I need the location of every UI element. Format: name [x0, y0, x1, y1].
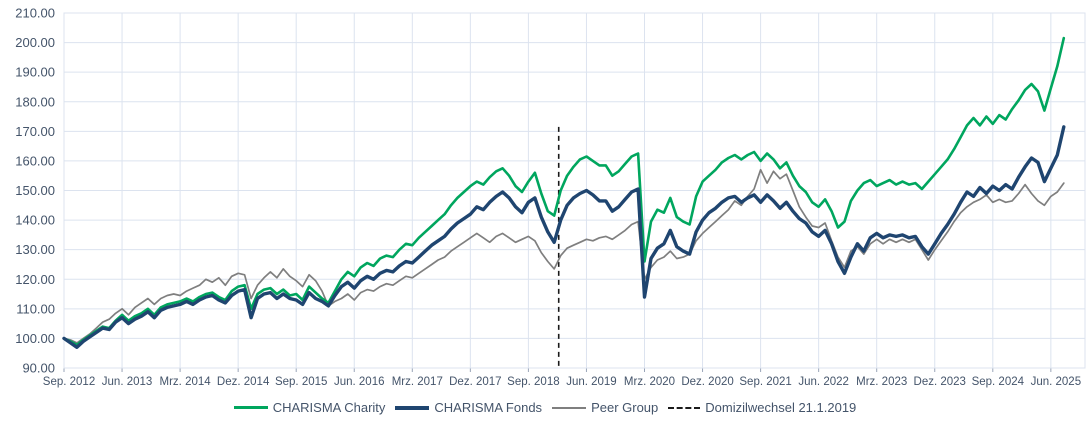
x-axis-label: Dez. 2017 [449, 376, 501, 388]
y-axis-label: 140.00 [15, 213, 55, 228]
x-axis-label: Dez. 2020 [681, 376, 733, 388]
legend-item-charisma-fonds: CHARISMA Fonds [395, 400, 542, 415]
peer-line-swatch-icon [552, 406, 587, 409]
x-axis-label: Mrz. 2020 [624, 376, 675, 388]
series-line-charisma-fonds [62, 125, 1066, 349]
x-axis-label: Sep. 2018 [507, 376, 559, 388]
y-axis-label: 100.00 [15, 331, 55, 346]
x-axis-label: Jun. 2013 [102, 376, 153, 388]
y-axis-label: 90.00 [22, 361, 55, 376]
x-axis-label: Sep. 2024 [972, 376, 1025, 388]
series-line-peer-group [63, 168, 1065, 344]
x-axis-label: Jun. 2016 [334, 376, 385, 388]
plot-border [63, 12, 1086, 369]
plot-area: 210.00 200.00 190.00 180.00 170.00 160.00 150.… [15, 6, 1086, 388]
x-axis-label: Dez. 2014 [217, 376, 270, 388]
series-line-charisma-charity [62, 36, 1066, 347]
x-axis-label: Sep. 2015 [275, 376, 327, 388]
line-chart-svg: 210.00 200.00 190.00 180.00 170.00 160.00 150.… [15, 6, 1086, 388]
legend-item-peer-group: Peer Group [552, 400, 658, 415]
x-axis-label: Jun. 2019 [566, 376, 617, 388]
x-axis-label: Jun. 2022 [798, 376, 849, 388]
legend-label-domizilwechsel: Domizilwechsel 21.1.2019 [705, 400, 857, 415]
dashed-line-swatch-icon [668, 406, 701, 409]
legend-label-fonds: CHARISMA Fonds [434, 400, 543, 415]
x-axis-label: Jun. 2025 [1031, 376, 1082, 388]
legend-label-peer: Peer Group [591, 400, 659, 415]
y-axis-label: 170.00 [15, 124, 55, 139]
x-axis-label: Mrz. 2014 [160, 376, 212, 388]
x-axis-label: Sep. 2021 [739, 376, 791, 388]
legend-item-charisma-charity: CHARISMA Charity [233, 400, 386, 415]
y-axis-label: 190.00 [15, 65, 55, 80]
x-axis-label: Dez. 2023 [914, 376, 966, 388]
x-axis-label: Mrz. 2017 [392, 376, 443, 388]
charity-line-swatch-icon [233, 406, 268, 409]
y-axis-label: 150.00 [15, 183, 55, 198]
y-axis-label: 210.00 [15, 6, 55, 21]
y-axis-label: 130.00 [15, 242, 55, 257]
y-axis-label: 180.00 [15, 94, 55, 109]
fonds-line-swatch-icon [395, 405, 430, 410]
y-axis-label: 200.00 [15, 35, 55, 50]
x-axis-label: Sep. 2012 [43, 376, 95, 388]
legend-item-domizilwechsel: Domizilwechsel 21.1.2019 [668, 400, 856, 415]
legend-label-charity: CHARISMA Charity [272, 400, 386, 415]
y-axis-label: 110.00 [16, 301, 55, 316]
y-axis-label: 160.00 [15, 153, 55, 168]
x-axis-label: Mrz. 2023 [856, 376, 907, 388]
y-axis-label: 120.00 [15, 272, 55, 287]
chart-legend: CHARISMA Charity CHARISMA Fonds Peer Gro… [0, 400, 1090, 415]
